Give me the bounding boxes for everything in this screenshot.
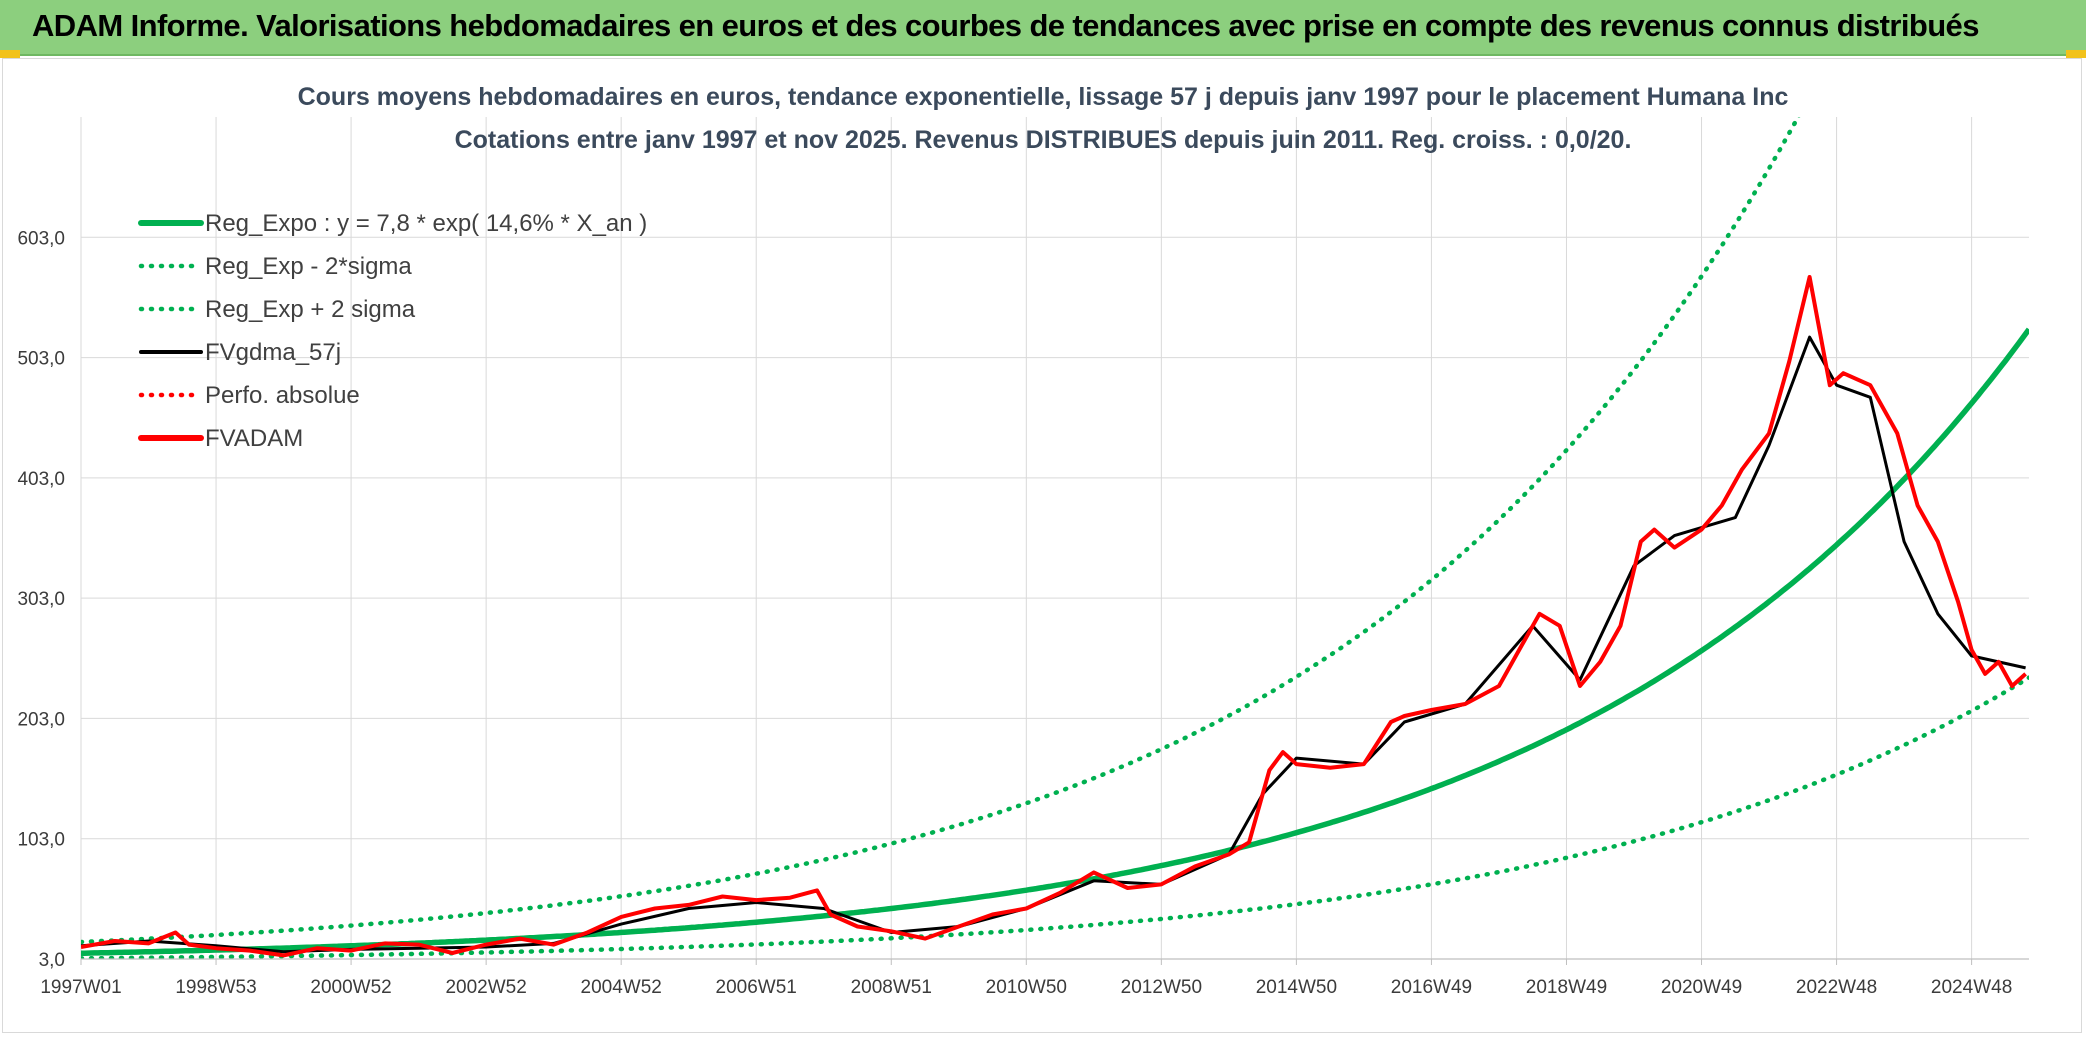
y-tick-label: 403,0	[17, 469, 65, 490]
x-tick-label: 2022W48	[1796, 977, 1877, 998]
x-tick-label: 2000W52	[310, 977, 391, 998]
chart-subtitle: Cotations entre janv 1997 et nov 2025. R…	[455, 126, 1632, 154]
y-tick-label: 503,0	[17, 349, 65, 370]
chart-frame: 3,0 103,0 203,0 303,0 403,0 503,0 603,0 1997W01…	[2, 58, 2082, 1033]
series-fvgdma-57j	[81, 335, 2026, 954]
grid	[80, 117, 2029, 960]
header-left-accent	[0, 50, 20, 58]
series-reg-expo	[81, 327, 2029, 956]
legend-label: FVADAM	[205, 425, 303, 452]
series-fvadam	[81, 275, 2027, 958]
x-tick-label: 2010W50	[986, 977, 1067, 998]
x-tick-label: 2004W52	[581, 977, 662, 998]
x-tick-label: 2018W49	[1526, 977, 1607, 998]
x-tick-label: 2012W50	[1121, 977, 1202, 998]
legend-label: FVgdma_57j	[205, 339, 341, 366]
y-tick-label: 303,0	[17, 589, 65, 610]
x-tick-label: 1998W53	[175, 977, 256, 998]
header-right-accent	[2066, 50, 2086, 58]
legend-label: Reg_Exp - 2*sigma	[205, 253, 412, 280]
curves	[81, 117, 2029, 959]
x-tick-label: 2014W50	[1256, 977, 1337, 998]
x-tick-label: 1997W01	[40, 977, 121, 998]
header-bar: ADAM Informe. Valorisations hebdomadaire…	[0, 0, 2086, 56]
header-title: ADAM Informe. Valorisations hebdomadaire…	[32, 8, 1979, 43]
y-tick-label: 203,0	[17, 709, 65, 730]
legend-label: Reg_Exp + 2 sigma	[205, 296, 416, 323]
x-tick-label: 2008W51	[851, 977, 932, 998]
series-reg-exp-minus-2sigma	[81, 675, 2029, 959]
y-tick-label: 103,0	[17, 830, 65, 851]
legend: Reg_Expo : y = 7,8 * exp( 14,6% * X_an )…	[138, 210, 647, 452]
axes: 3,0 103,0 203,0 303,0 403,0 503,0 603,0 1997W01…	[17, 228, 2029, 998]
y-tick-label: 3,0	[39, 950, 65, 971]
legend-label: Reg_Expo : y = 7,8 * exp( 14,6% * X_an )	[205, 210, 647, 237]
x-tick-label: 2024W48	[1931, 977, 2012, 998]
series-reg-exp-plus-2sigma	[81, 117, 1801, 945]
x-tick-label: 2020W49	[1661, 977, 1742, 998]
chart: 3,0 103,0 203,0 303,0 403,0 503,0 603,0 1997W01…	[17, 83, 2029, 998]
legend-label: Perfo. absolue	[205, 382, 360, 409]
y-tick-label: 603,0	[17, 228, 65, 249]
x-tick-label: 2002W52	[445, 977, 526, 998]
x-tick-label: 2016W49	[1391, 977, 1472, 998]
x-tick-label: 2006W51	[716, 977, 797, 998]
chart-title: Cours moyens hebdomadaires en euros, ten…	[298, 83, 1789, 111]
